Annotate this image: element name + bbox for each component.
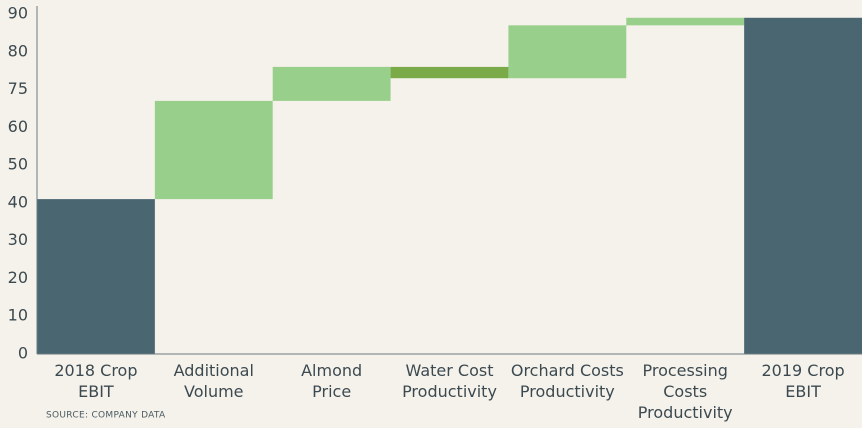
y-tick-label: 80 [8,41,28,60]
x-tick-line: Volume [184,382,244,401]
y-tick-label: 50 [8,155,28,174]
x-tick-label: 2018 Crop EBIT [54,361,137,401]
bar [508,25,627,79]
x-tick-line: Costs [663,382,707,401]
bar [37,199,155,354]
x-tick-line: Additional [174,361,254,380]
x-tick-line: Productivity [520,382,615,401]
y-tick-label: 10 [8,306,28,325]
bar [626,17,745,26]
y-tick-label: 60 [8,117,28,136]
x-tick-line: Water Cost [406,361,494,380]
bar [272,66,391,101]
x-tick-label: Additional Volume [174,361,254,401]
y-tick-label: 0 [18,344,28,363]
y-tick-label: 40 [8,192,28,211]
x-tick-line: 2019 Crop [761,361,844,380]
x-tick-label: 2019 Crop EBIT [761,361,844,401]
x-tick-line: Productivity [402,382,497,401]
x-tick-line: EBIT [78,382,114,401]
source-note: SOURCE: COMPANY DATA [46,411,166,421]
bar [744,17,862,355]
x-tick-line: EBIT [785,382,821,401]
y-tick-label: 90 [8,4,28,23]
x-tick-line: Almond [301,361,362,380]
x-tick-line: Productivity [638,403,733,422]
bar [390,66,509,79]
x-tick-line: Price [312,382,351,401]
y-tick-label: 20 [8,268,28,287]
y-tick-label: 75 [8,79,28,98]
y-tick-label: 30 [8,230,28,249]
bar [154,100,273,200]
x-tick-line: Processing [642,361,727,380]
x-tick-label: Almond Price [301,361,362,401]
x-tick-label: Orchard Costs Productivity [511,361,624,401]
x-tick-label: Water Cost Productivity [402,361,497,401]
x-tick-label: Processing Costs Productivity [638,361,733,422]
x-tick-line: 2018 Crop [54,361,137,380]
x-tick-line: Orchard Costs [511,361,624,380]
